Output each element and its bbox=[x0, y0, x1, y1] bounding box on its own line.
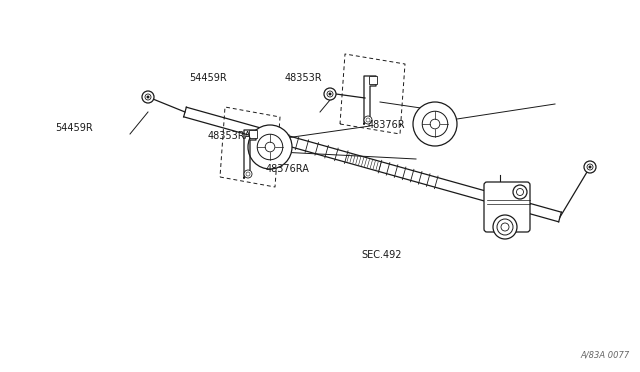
Text: A/83A 0077: A/83A 0077 bbox=[580, 351, 630, 360]
Bar bbox=[369, 76, 377, 84]
Circle shape bbox=[244, 170, 252, 178]
Text: 54459R: 54459R bbox=[189, 73, 227, 83]
Text: 48376R: 48376R bbox=[368, 120, 406, 129]
Circle shape bbox=[493, 215, 517, 239]
Text: 48376RA: 48376RA bbox=[266, 164, 310, 174]
Circle shape bbox=[413, 102, 457, 146]
Circle shape bbox=[328, 93, 332, 96]
Circle shape bbox=[584, 161, 596, 173]
Circle shape bbox=[422, 111, 448, 137]
Text: 48353R: 48353R bbox=[285, 73, 323, 83]
Text: 54459R: 54459R bbox=[55, 124, 92, 133]
Circle shape bbox=[589, 166, 591, 169]
Circle shape bbox=[265, 142, 275, 152]
FancyBboxPatch shape bbox=[484, 182, 530, 232]
Circle shape bbox=[248, 125, 292, 169]
Text: SEC.492: SEC.492 bbox=[362, 250, 402, 260]
Circle shape bbox=[257, 134, 283, 160]
Circle shape bbox=[364, 116, 372, 124]
Text: 48353RA: 48353RA bbox=[208, 131, 252, 141]
Bar bbox=[249, 130, 257, 138]
Circle shape bbox=[513, 185, 527, 199]
Polygon shape bbox=[184, 107, 561, 222]
Circle shape bbox=[430, 119, 440, 129]
Circle shape bbox=[324, 88, 336, 100]
Circle shape bbox=[147, 96, 150, 99]
Circle shape bbox=[142, 91, 154, 103]
